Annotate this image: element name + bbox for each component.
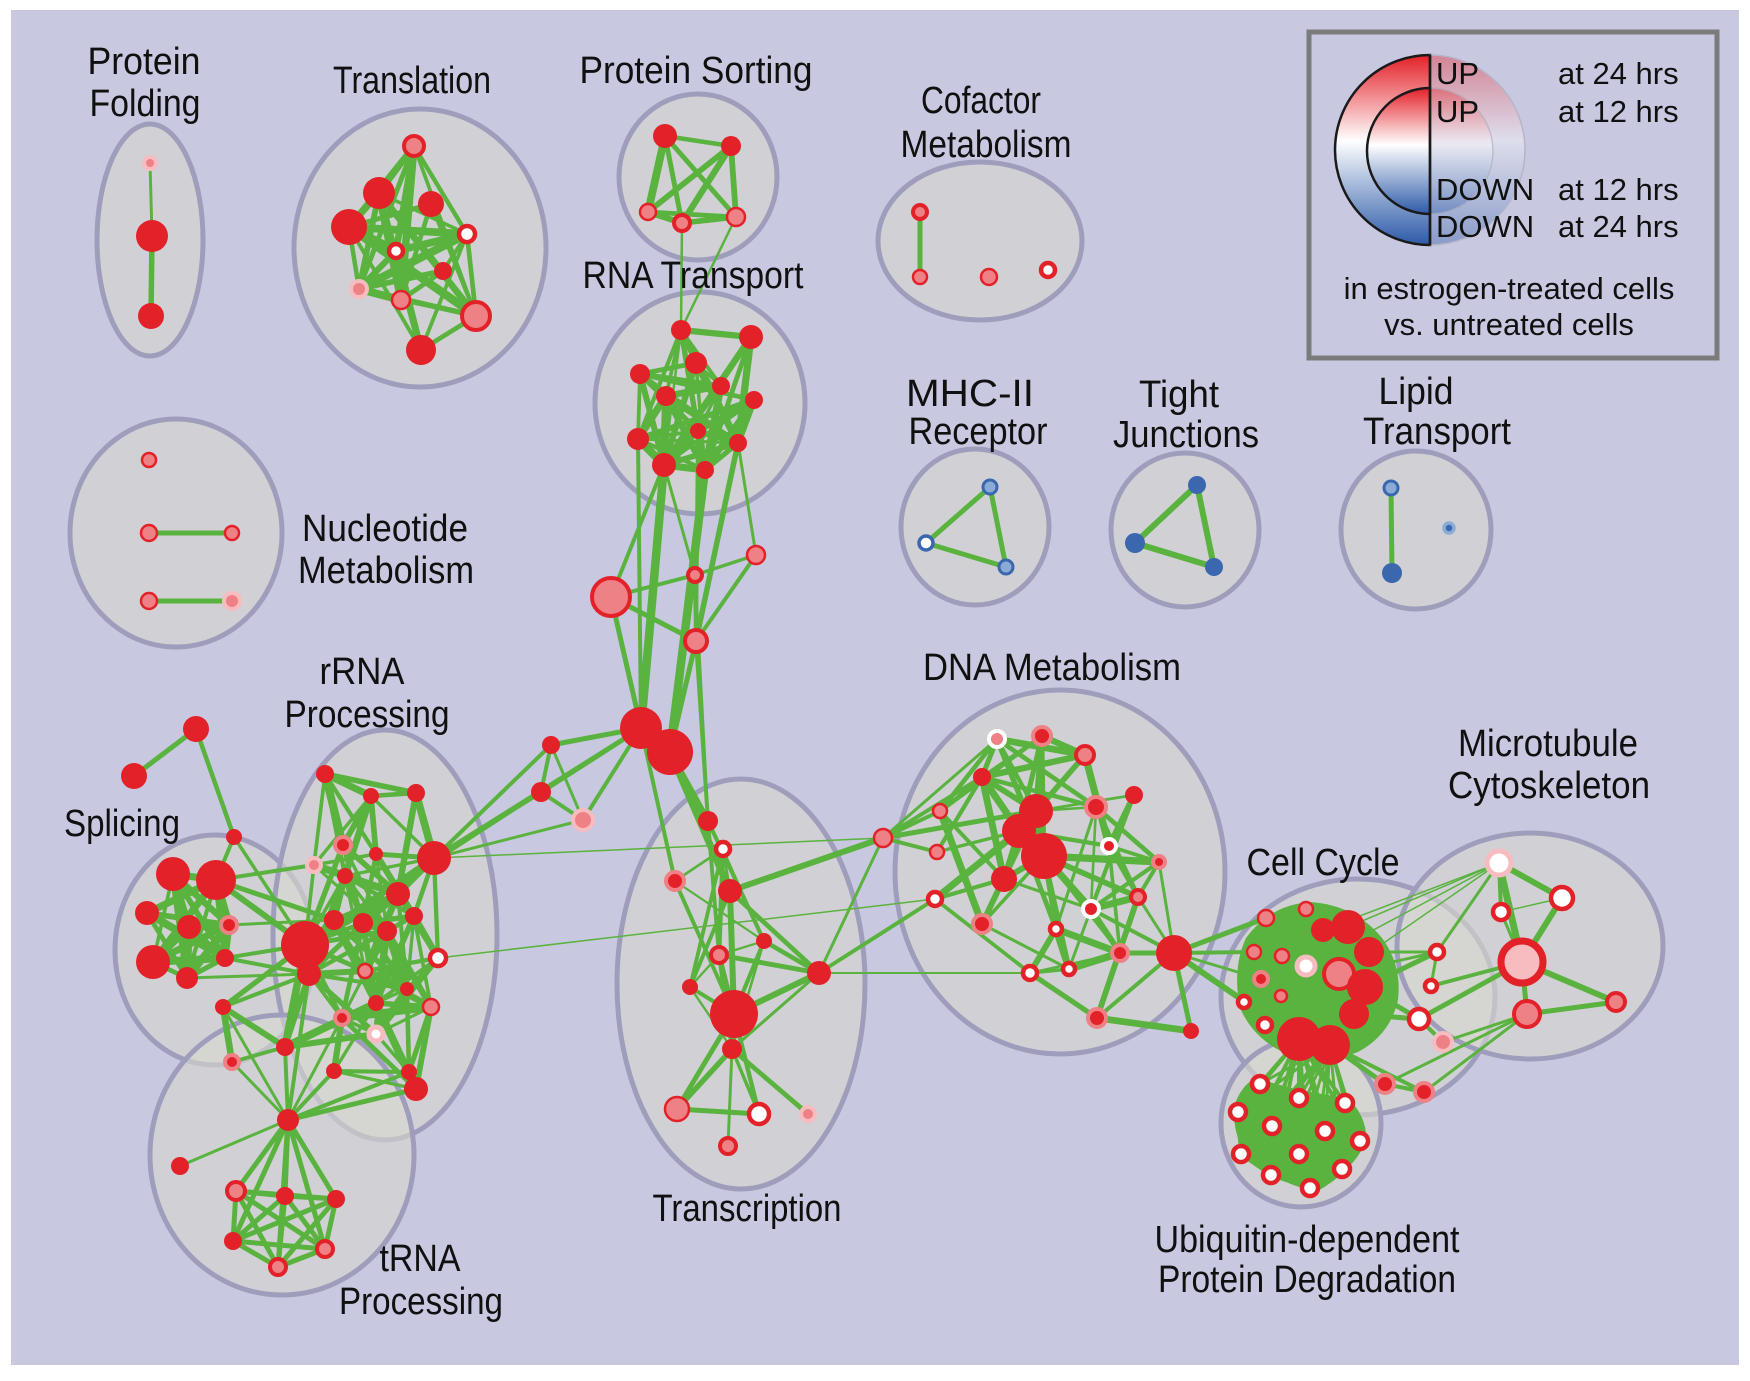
svg-text:at 12 hrs: at 12 hrs (1558, 172, 1679, 207)
svg-text:Microtubule: Microtubule (1458, 723, 1638, 765)
svg-text:tRNA: tRNA (380, 1238, 462, 1280)
svg-text:RNA Transport: RNA Transport (583, 255, 804, 297)
svg-text:UP: UP (1436, 94, 1479, 129)
svg-text:Metabolism: Metabolism (298, 550, 474, 592)
svg-text:in estrogen-treated cells: in estrogen-treated cells (1344, 271, 1675, 306)
svg-text:Tight: Tight (1139, 374, 1219, 416)
svg-text:at 24 hrs: at 24 hrs (1558, 209, 1679, 244)
svg-text:Cytoskeleton: Cytoskeleton (1448, 765, 1650, 807)
svg-text:Protein Degradation: Protein Degradation (1158, 1259, 1456, 1301)
svg-text:Cell Cycle: Cell Cycle (1247, 842, 1400, 884)
svg-text:Folding: Folding (90, 83, 201, 125)
svg-text:Transport: Transport (1363, 411, 1511, 453)
svg-text:rRNA: rRNA (320, 651, 406, 693)
svg-text:Metabolism: Metabolism (901, 124, 1072, 166)
svg-text:Translation: Translation (333, 60, 491, 102)
svg-text:vs. untreated cells: vs. untreated cells (1384, 307, 1634, 342)
svg-text:DOWN: DOWN (1436, 209, 1534, 244)
svg-text:UP: UP (1436, 56, 1479, 91)
svg-text:Nucleotide: Nucleotide (302, 508, 468, 550)
svg-text:Protein Sorting: Protein Sorting (580, 50, 813, 92)
svg-text:Lipid: Lipid (1379, 371, 1454, 413)
svg-text:Protein: Protein (88, 41, 201, 83)
svg-text:Ubiquitin-dependent: Ubiquitin-dependent (1155, 1219, 1460, 1261)
svg-text:at 12 hrs: at 12 hrs (1558, 94, 1679, 129)
svg-text:Processing: Processing (285, 694, 450, 736)
svg-text:DNA Metabolism: DNA Metabolism (923, 647, 1181, 689)
svg-text:Cofactor: Cofactor (921, 80, 1041, 122)
svg-text:Junctions: Junctions (1113, 414, 1259, 456)
svg-text:Processing: Processing (339, 1281, 503, 1323)
svg-text:MHC-II: MHC-II (906, 373, 1034, 415)
svg-text:at 24 hrs: at 24 hrs (1558, 56, 1679, 91)
svg-text:Splicing: Splicing (64, 803, 180, 845)
svg-text:Receptor: Receptor (909, 411, 1048, 453)
svg-text:Transcription: Transcription (653, 1188, 842, 1230)
svg-text:DOWN: DOWN (1436, 172, 1534, 207)
